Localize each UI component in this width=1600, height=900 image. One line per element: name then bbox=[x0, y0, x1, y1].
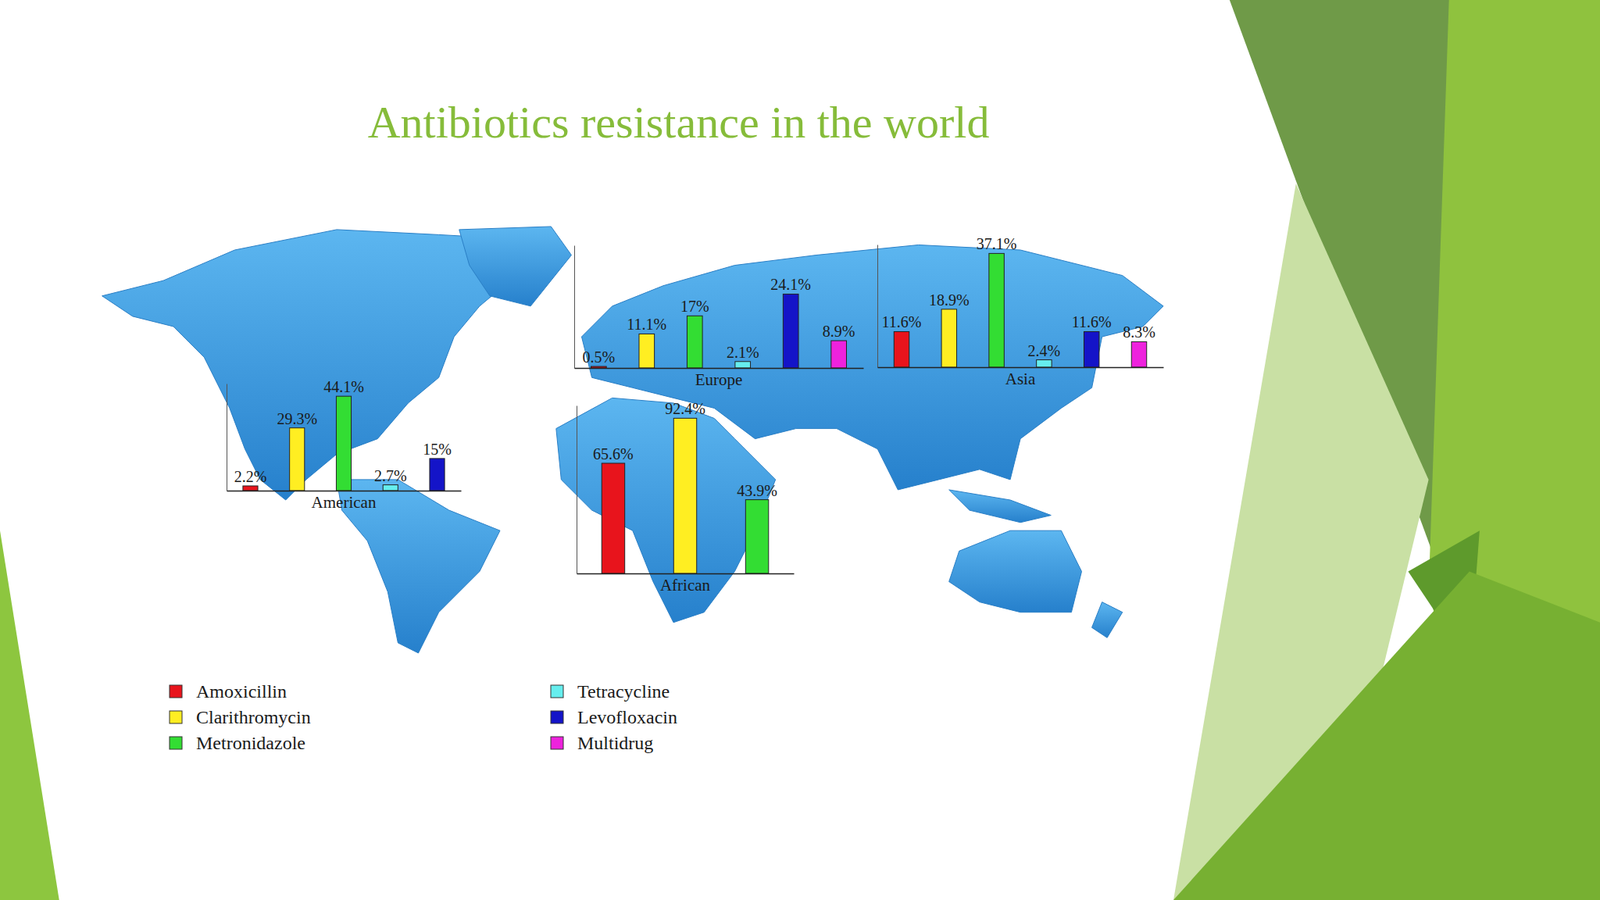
bar bbox=[242, 485, 258, 491]
data-label: 15% bbox=[422, 440, 452, 458]
data-label: 44.1% bbox=[323, 378, 365, 396]
y-axis-line bbox=[574, 246, 575, 369]
continent bbox=[459, 226, 572, 307]
continent bbox=[556, 397, 776, 622]
data-label: 8.9% bbox=[822, 322, 856, 340]
legend-swatch bbox=[169, 710, 183, 724]
legend-label: Levofloxacin bbox=[577, 707, 678, 728]
bar bbox=[289, 428, 305, 491]
bar bbox=[745, 500, 768, 574]
bar bbox=[335, 396, 351, 491]
bar bbox=[1036, 360, 1052, 368]
data-label: 0.5% bbox=[582, 348, 616, 366]
data-label: 24.1% bbox=[770, 275, 811, 293]
slide: Antibiotics resistance in the world2.2%2… bbox=[0, 0, 1600, 900]
x-axis bbox=[878, 367, 1165, 368]
x-axis-title: Europe bbox=[695, 370, 743, 390]
data-labels: 11.6% 18.9% 37.1% 2.4% 11.6% 8.3% bbox=[882, 235, 1156, 359]
data-label: 29.3% bbox=[276, 410, 318, 428]
data-label: 65.6% bbox=[592, 445, 634, 463]
bar bbox=[686, 315, 703, 368]
data-label: 11.6% bbox=[1071, 313, 1112, 331]
y-axis bbox=[877, 245, 879, 368]
data-label: 11.1% bbox=[626, 315, 667, 333]
bar bbox=[429, 458, 445, 491]
legend-label: Multidrug bbox=[577, 732, 654, 754]
data-label: 2.4% bbox=[1028, 342, 1061, 360]
legend-swatch bbox=[169, 736, 183, 750]
bar bbox=[941, 309, 957, 368]
bars bbox=[893, 253, 1147, 368]
data-label: 43.9% bbox=[736, 482, 778, 500]
x-axis-title: African bbox=[660, 575, 711, 595]
legend: Amoxicillin Clarithromycin Metronidazole Te… bbox=[169, 681, 678, 754]
bar bbox=[893, 331, 909, 368]
x-axis-line bbox=[878, 367, 1165, 369]
x-axis-line bbox=[575, 367, 865, 370]
data-label: 2.2% bbox=[234, 467, 268, 486]
bar bbox=[735, 361, 751, 368]
decor-shape bbox=[0, 530, 60, 900]
legend-label: Tetracycline bbox=[577, 681, 670, 702]
legend-swatch bbox=[550, 710, 564, 724]
x-axis bbox=[227, 490, 462, 492]
data-labels: 65.6% 92.4% 43.9% bbox=[592, 400, 778, 499]
y-axis bbox=[574, 246, 575, 369]
bar-chart: 0.5% 11.1% 17% 2.1% 24.1% 8.9% Europe bbox=[575, 246, 865, 390]
legend-swatch bbox=[550, 736, 564, 750]
legend-label: Metronidazole bbox=[196, 732, 306, 754]
bar bbox=[673, 417, 697, 574]
bar bbox=[782, 293, 799, 368]
data-label: 11.6% bbox=[882, 313, 922, 331]
continent bbox=[1092, 602, 1123, 639]
x-axis-line bbox=[227, 490, 462, 493]
data-label: 2.7% bbox=[374, 467, 408, 485]
y-axis bbox=[226, 384, 228, 492]
data-label: 92.4% bbox=[664, 400, 706, 418]
bar-chart: 2.2% 29.3% 44.1% 2.7% 15% American bbox=[227, 378, 462, 512]
data-label: 18.9% bbox=[928, 291, 970, 309]
legend-label: Amoxicillin bbox=[196, 681, 287, 702]
x-axis-title: American bbox=[311, 492, 377, 512]
x-axis-title: Asia bbox=[1005, 369, 1036, 389]
bar bbox=[831, 340, 847, 368]
bar-chart: 11.6% 18.9% 37.1% 2.4% 11.6% 8.3% Asia bbox=[878, 235, 1165, 389]
background bbox=[0, 0, 1600, 900]
continent bbox=[949, 489, 1052, 523]
bars bbox=[242, 396, 445, 491]
data-label: 8.3% bbox=[1122, 323, 1156, 341]
x-axis bbox=[575, 367, 865, 369]
decoration bbox=[0, 0, 1600, 900]
bar bbox=[601, 463, 625, 574]
legend-swatch bbox=[550, 685, 564, 698]
x-axis-line bbox=[577, 573, 795, 575]
data-label: 37.1% bbox=[976, 235, 1018, 253]
legend-label: Clarithromycin bbox=[196, 707, 311, 728]
world-map bbox=[102, 226, 1164, 654]
bar bbox=[639, 333, 655, 368]
decor-shape bbox=[1173, 571, 1600, 900]
bar bbox=[1083, 331, 1099, 368]
bars bbox=[591, 293, 847, 368]
y-axis-line bbox=[877, 245, 879, 368]
continent bbox=[949, 530, 1083, 612]
x-axis bbox=[577, 573, 795, 575]
bar bbox=[989, 253, 1004, 368]
bar-chart: 65.6% 92.4% 43.9% African bbox=[577, 400, 795, 595]
data-labels: 2.2% 29.3% 44.1% 2.7% 15% bbox=[234, 378, 452, 486]
data-label: 2.1% bbox=[726, 343, 760, 361]
bar bbox=[382, 485, 398, 491]
y-axis-line bbox=[226, 384, 228, 492]
bar bbox=[591, 366, 608, 368]
data-label: 17% bbox=[680, 297, 710, 315]
y-axis-line bbox=[576, 406, 578, 575]
title: Antibiotics resistance in the world bbox=[367, 96, 990, 148]
legend-swatch bbox=[169, 685, 183, 698]
y-axis bbox=[576, 406, 578, 575]
bar bbox=[1131, 341, 1147, 368]
data-labels: 0.5% 11.1% 17% 2.1% 24.1% 8.9% bbox=[582, 275, 856, 366]
